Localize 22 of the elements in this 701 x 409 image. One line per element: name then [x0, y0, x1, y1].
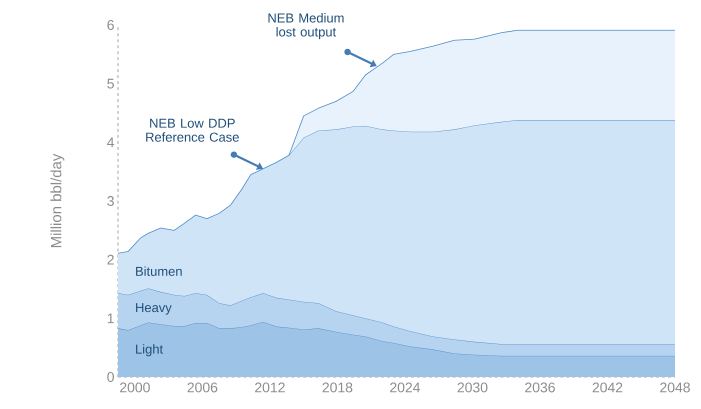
- annotation: NEB Low DDP Reference Case: [146, 118, 239, 142]
- x-tick-label: 2018: [322, 382, 352, 392]
- x-tick-label: 2012: [255, 382, 285, 392]
- x-tick-label: 2024: [390, 382, 420, 392]
- y-tick-label: 0: [107, 372, 114, 382]
- series-label: Bitumen: [136, 266, 182, 276]
- x-tick-label: 2030: [458, 382, 488, 392]
- y-tick-label: 6: [107, 20, 114, 30]
- y-tick-label: 3: [107, 196, 114, 206]
- annotation: NEB Medium lost output: [268, 13, 344, 40]
- x-tick-label: 2048: [660, 382, 690, 392]
- series-label: Heavy: [136, 303, 172, 315]
- x-tick-label: 2000: [120, 382, 150, 392]
- x-tick-label: 2036: [525, 382, 555, 392]
- y-tick-label: 2: [107, 254, 114, 265]
- series-label: Light: [136, 344, 163, 356]
- y-axis-title: Million bbl/day: [50, 154, 64, 248]
- y-tick-label: 5: [107, 78, 114, 89]
- y-tick-label: 1: [108, 314, 114, 324]
- x-tick-label: 2006: [188, 382, 218, 392]
- y-tick-label: 4: [107, 138, 114, 148]
- x-tick-label: 2042: [592, 382, 622, 392]
